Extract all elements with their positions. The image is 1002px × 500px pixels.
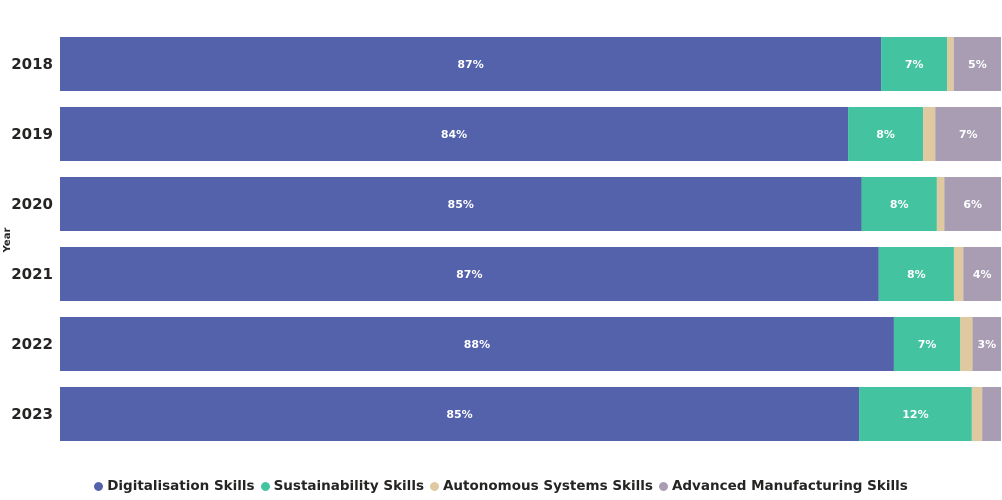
y-tick-label: 2018 — [11, 55, 53, 73]
data-label: 85% — [448, 198, 474, 211]
legend-item: Sustainability Skills — [260, 478, 424, 494]
data-label: 4% — [973, 268, 992, 281]
bar-segment — [881, 37, 948, 91]
y-tick-label: 2020 — [11, 195, 53, 213]
legend-label: Autonomous Systems Skills — [442, 478, 653, 494]
legend: Digitalisation Skills Sustainability Skil… — [0, 474, 1002, 498]
data-label: 84% — [441, 128, 467, 141]
bar-segment — [878, 247, 954, 301]
bar-segment — [60, 247, 879, 301]
bar-segment — [861, 177, 937, 231]
legend-swatch — [658, 481, 668, 491]
bar-segment — [60, 37, 882, 91]
legend-swatch — [94, 481, 104, 491]
legend-item: Advanced Manufacturing Skills — [658, 478, 908, 494]
bar-segment — [982, 387, 1001, 441]
bar-segment — [953, 247, 964, 301]
bar-segment — [923, 107, 936, 161]
data-labels: 87% 7% 5% 84% 8% 7% 85% 8% 6% 87% 8% 4% 88% 7% 3% 85% 12… — [441, 58, 996, 421]
data-label: 8% — [907, 268, 926, 281]
bar-segment — [972, 317, 1001, 371]
data-label: 3% — [977, 338, 996, 351]
bar-segment — [935, 107, 1001, 161]
bar-segment — [936, 177, 945, 231]
y-tick-label: 2022 — [11, 335, 53, 353]
bar-segment — [60, 177, 862, 231]
bar-segment — [859, 387, 972, 441]
legend-label: Sustainability Skills — [273, 478, 424, 494]
legend-label: Digitalisation Skills — [107, 478, 255, 494]
bars — [60, 37, 1001, 441]
bar-segment — [60, 107, 849, 161]
data-label: 12% — [902, 408, 928, 421]
bar-segment — [947, 37, 954, 91]
data-label: 6% — [963, 198, 982, 211]
legend-item: Autonomous Systems Skills — [429, 478, 653, 494]
y-axis-title: Year — [2, 228, 13, 254]
stacked-bar-chart: Year 2018 2019 2020 2021 2022 2023 87% 7% 5% 84%… — [2, 37, 1001, 441]
data-label: 88% — [464, 338, 490, 351]
legend-swatch — [260, 481, 270, 491]
data-label: 8% — [876, 128, 895, 141]
data-label: 7% — [918, 338, 937, 351]
bar-segment — [60, 387, 860, 441]
y-tick-label: 2023 — [11, 405, 53, 423]
data-label: 87% — [457, 58, 483, 71]
bar-segment — [944, 177, 1001, 231]
data-label: 7% — [905, 58, 924, 71]
data-label: 7% — [959, 128, 978, 141]
data-label: 87% — [456, 268, 482, 281]
bar-segment — [953, 37, 1001, 91]
legend-item: Digitalisation Skills — [94, 478, 255, 494]
y-axis-ticks: 2018 2019 2020 2021 2022 2023 — [11, 55, 53, 423]
bar-segment — [971, 387, 983, 441]
data-label: 5% — [968, 58, 987, 71]
bar-segment — [893, 317, 961, 371]
legend-swatch — [429, 481, 439, 491]
y-tick-label: 2021 — [11, 265, 53, 283]
legend-label: Advanced Manufacturing Skills — [671, 478, 908, 494]
data-label: 8% — [890, 198, 909, 211]
bar-segment — [960, 317, 973, 371]
bar-segment — [848, 107, 924, 161]
y-tick-label: 2019 — [11, 125, 53, 143]
bar-segment — [963, 247, 1001, 301]
data-label: 85% — [446, 408, 472, 421]
bar-segment — [60, 317, 894, 371]
